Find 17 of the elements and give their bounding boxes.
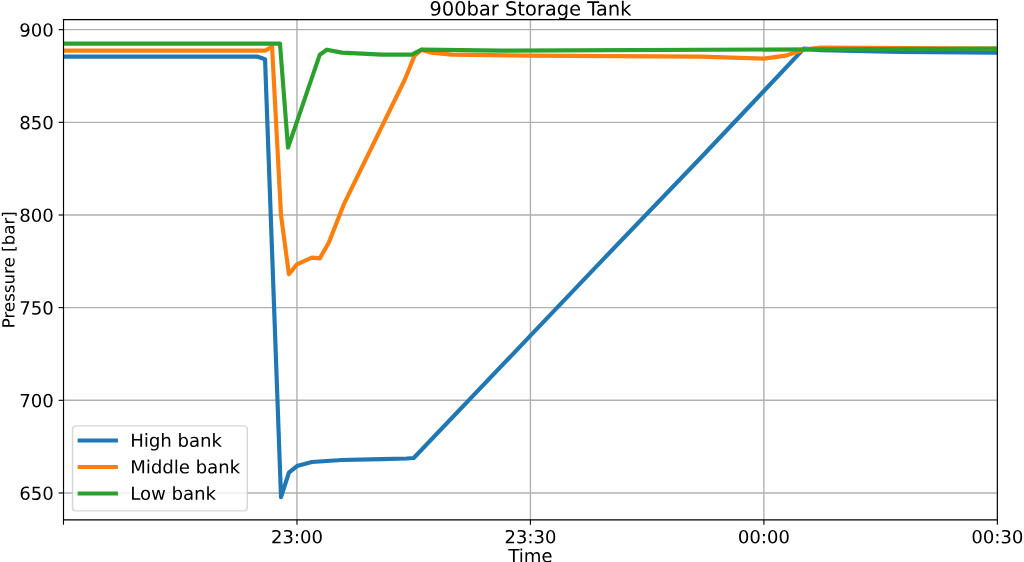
x-tick-label: 00:00 <box>739 529 789 544</box>
x-tick-label: 23:30 <box>505 529 556 544</box>
line-series <box>63 41 998 150</box>
y-tick-label: 700 <box>20 393 53 408</box>
x-tick-label: 23:00 <box>272 529 322 544</box>
y-tick-label: 850 <box>20 115 53 130</box>
y-tick-label: 650 <box>20 486 53 501</box>
y-axis-title: Pressure [bar] <box>1 212 17 327</box>
legend-label: High bank <box>132 433 222 451</box>
legend-label: Low bank <box>132 486 216 501</box>
x-tick-label: 00:30 <box>972 529 1023 544</box>
chart-title: 900bar Storage Tank <box>430 0 632 20</box>
y-tick-label: 750 <box>20 301 53 315</box>
y-tick-label: 900 <box>20 23 53 37</box>
x-axis-title: Time <box>508 548 552 562</box>
y-tick-label: 800 <box>20 208 53 223</box>
legend-label: Middle bank <box>132 459 241 474</box>
